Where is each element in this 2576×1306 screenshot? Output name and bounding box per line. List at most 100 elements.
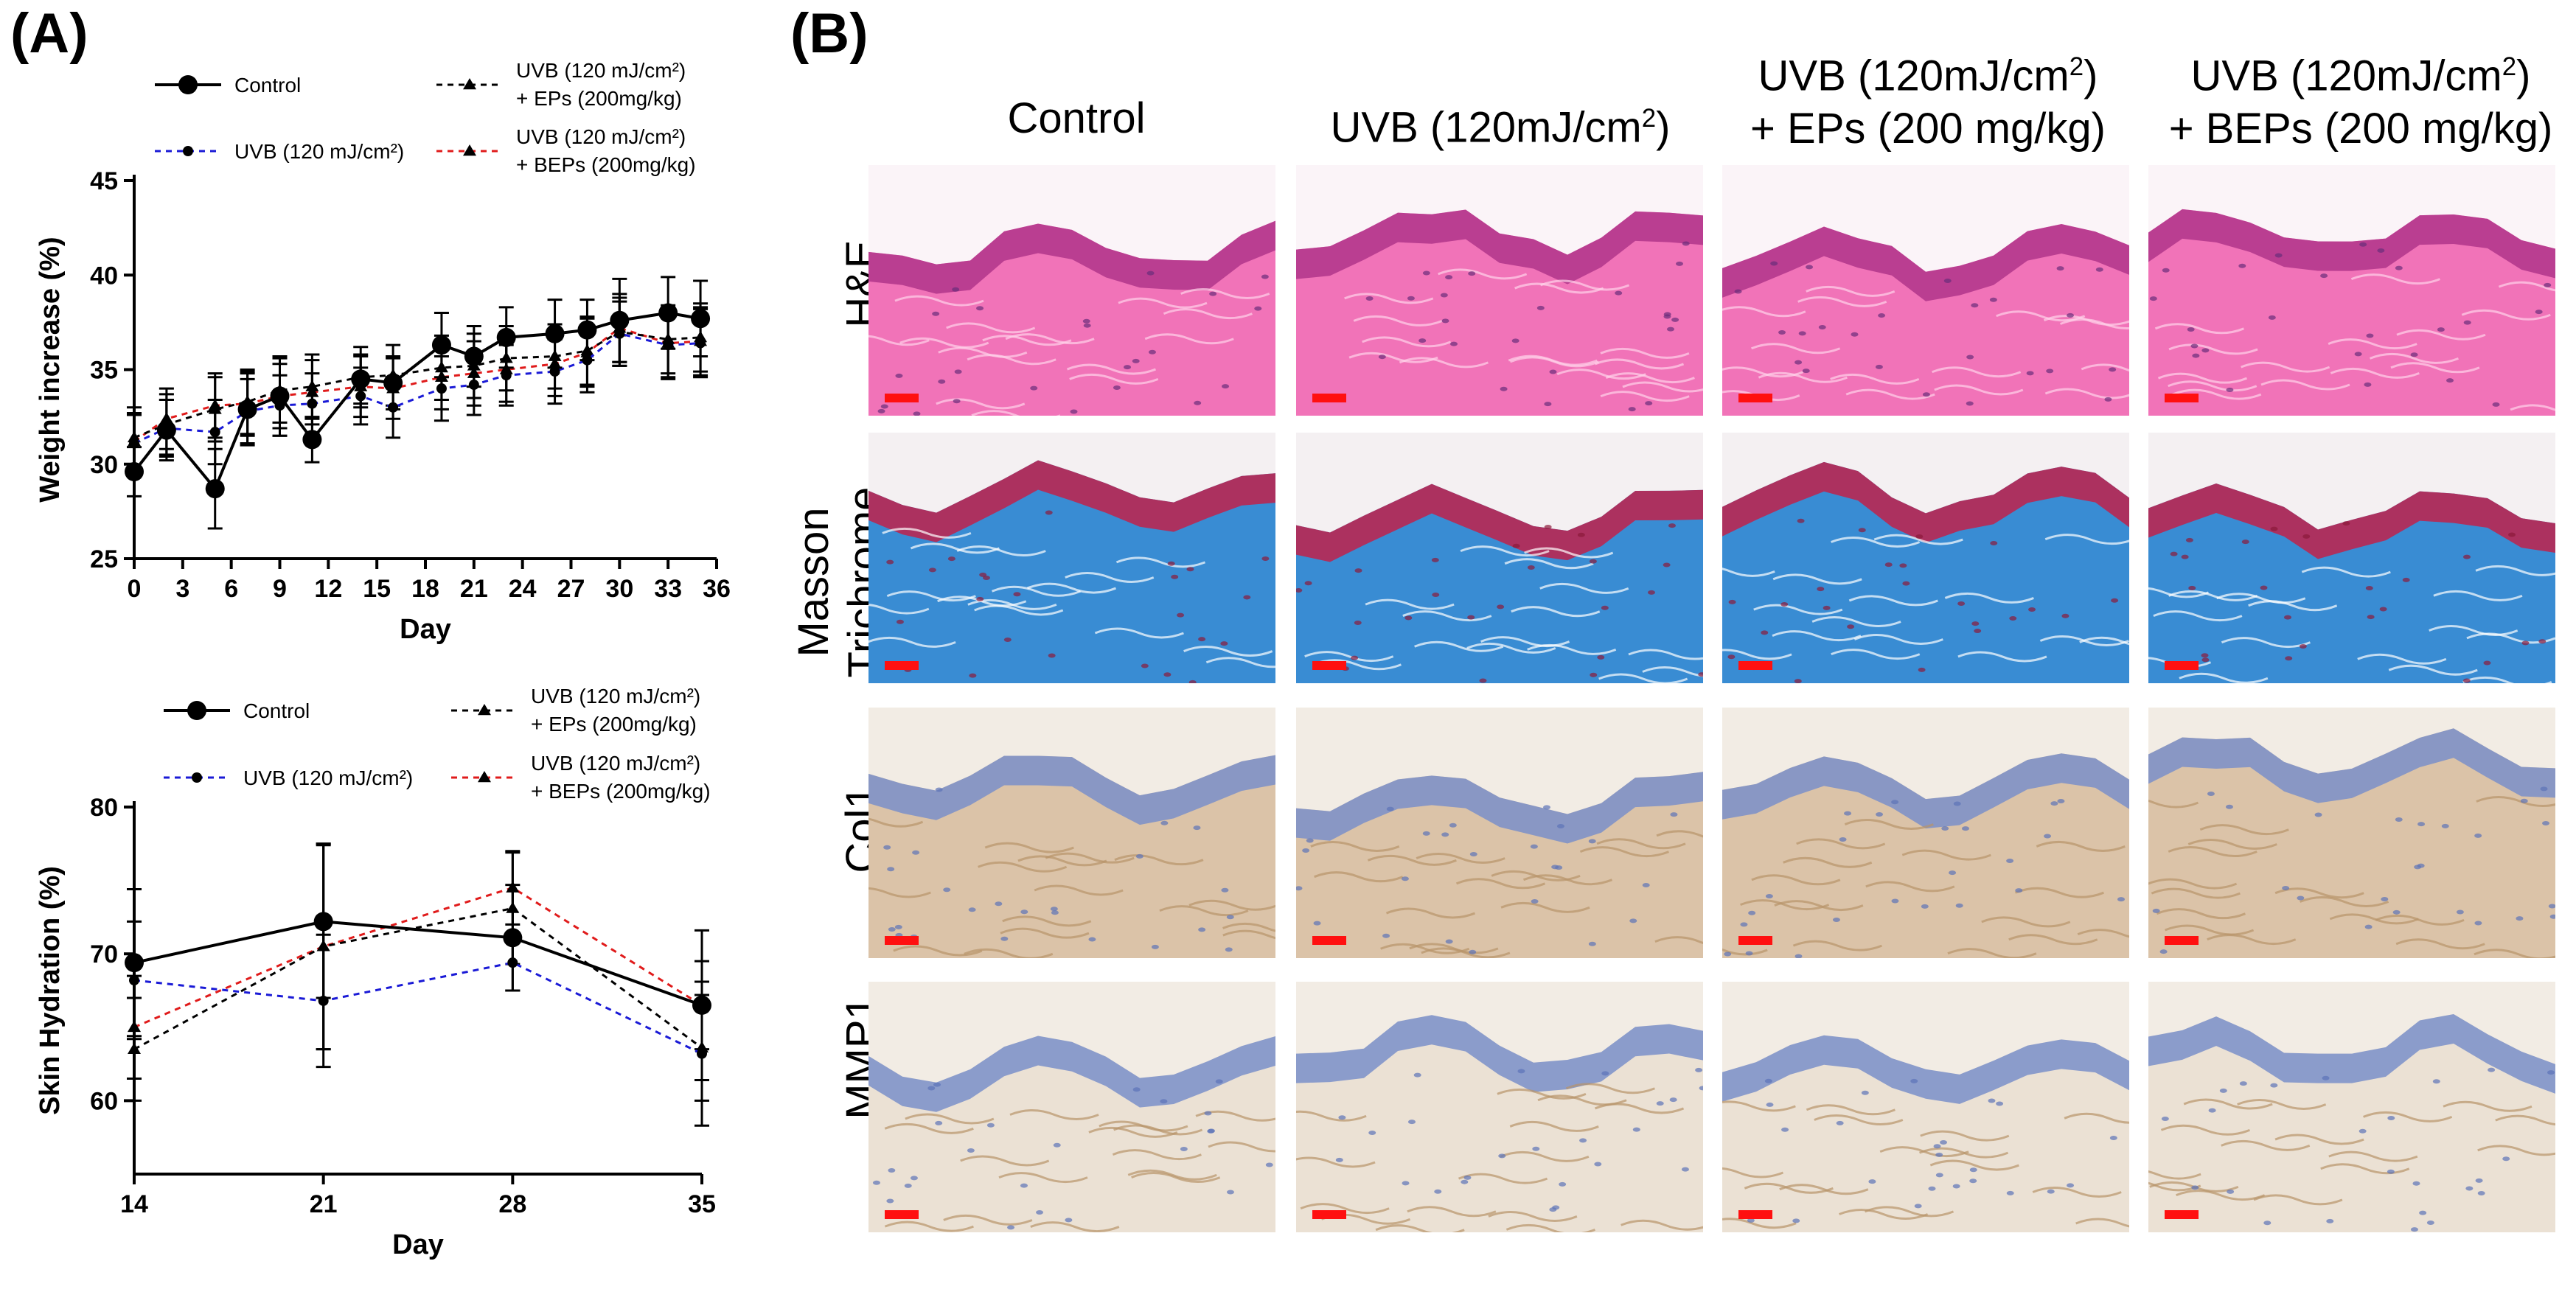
fiber [1002,915,1092,927]
nucleus [1955,903,1963,908]
nucleus [2190,343,2199,349]
fiber [1066,363,1157,375]
nucleus [2009,615,2017,621]
nucleus [1747,1218,1755,1223]
panel-a-label: (A) [10,2,88,65]
nucleus [2465,1186,2474,1191]
fiber [1514,282,1604,294]
nucleus [1512,543,1520,548]
fiber [1740,899,1830,911]
nucleus [910,1176,918,1181]
nucleus [1051,910,1059,915]
nucleus [1386,806,1394,811]
legend-marker [178,75,198,94]
nucleus [1559,1181,1567,1187]
fiber [1304,651,1394,663]
x-tick-label: 36 [703,575,731,603]
x-axis-label: Day [392,1229,444,1260]
nucleus [2402,577,2410,582]
nucleus [2516,916,2524,921]
fiber [2039,635,2129,647]
fiber [2253,1194,2343,1206]
fiber [1208,1141,1275,1153]
nucleus [872,1180,880,1185]
fiber [1416,852,1505,864]
nucleus [1914,1204,1922,1209]
nucleus [1727,654,1736,660]
fiber [2328,1150,2418,1162]
nucleus [1971,303,1979,308]
nucleus [935,1120,943,1125]
nucleus [1468,271,1476,276]
nucleus [2201,653,2209,658]
nucleus [935,787,943,792]
fiber [1797,296,1887,307]
fiber [1118,297,1208,309]
epidermis [2148,728,2555,803]
fiber [1069,373,1159,385]
nucleus [976,306,984,311]
data-point-marker [436,383,447,394]
fiber [1722,366,1804,378]
nucleus [1878,313,1886,318]
series-3 [127,842,709,1080]
nucleus [1601,605,1609,610]
nucleus [1629,918,1637,923]
nucleus [1036,1210,1044,1215]
axes: 60 70 80 14 21 28 35 Day Skin Hydration (%) [35,794,716,1260]
fiber [1642,666,1703,677]
nucleus [2410,352,2418,357]
nucleus [1615,290,1623,296]
nucleus [1088,937,1096,942]
fiber [2395,938,2485,950]
nucleus [1207,1128,1215,1134]
series-line [133,907,703,1050]
nucleus [1188,680,1197,683]
nucleus [1761,630,1769,635]
fiber [960,1155,1050,1167]
fiber [2148,878,2238,890]
fiber [910,542,1000,554]
nucleus [952,287,960,292]
histology-image [1722,433,2129,683]
nucleus [880,404,888,409]
legend-label: UVB (120 mJ/cm²) [243,767,413,789]
data-point-marker [313,912,333,932]
fiber [1944,592,2034,604]
histology-image [1296,433,1703,683]
fiber [1744,1182,1834,1194]
nucleus [2366,333,2374,338]
nucleus [1432,592,1440,597]
nucleus [1778,329,1786,335]
fiber [1458,1173,1548,1184]
nucleus [2462,678,2471,683]
nucleus [1556,823,1564,828]
nucleus [1469,852,1477,857]
fiber [1600,391,1690,402]
epidermis [1722,461,2129,543]
fiber [1144,333,1234,345]
nucleus [1915,534,1924,539]
epidermis [1722,753,2129,829]
fiber [1605,372,1695,384]
nucleus [1163,672,1172,677]
fiber [2032,1187,2122,1198]
fiber [1222,929,1275,940]
fiber [1296,1110,1367,1122]
fiber [1159,905,1249,917]
fiber [1380,943,1470,954]
nucleus [2227,1189,2235,1194]
data-point-marker [464,346,484,366]
legend-marker [187,701,206,720]
nucleus [1943,279,1952,284]
nucleus [1407,1120,1416,1125]
fiber [2363,1111,2453,1122]
fiber [1774,900,1864,912]
fiber [1751,874,1841,886]
nucleus [1899,563,1907,568]
fiber [1180,288,1270,300]
nucleus [1440,293,1448,298]
nucleus [933,1082,941,1087]
nucleus [986,1122,995,1128]
